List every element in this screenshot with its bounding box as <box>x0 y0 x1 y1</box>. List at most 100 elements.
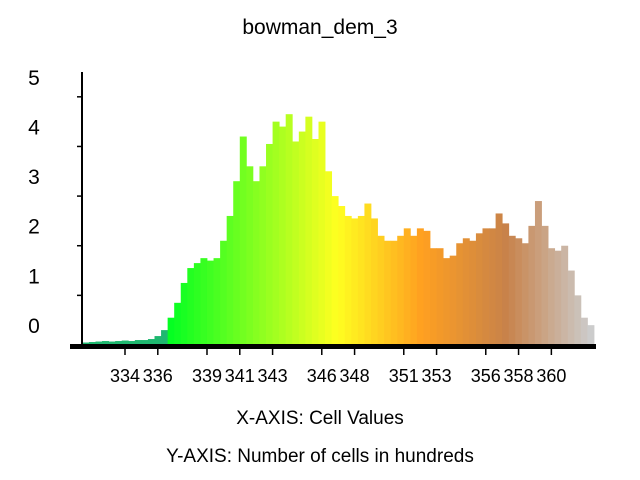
histogram-bar <box>561 245 569 345</box>
histogram-bar <box>285 114 293 345</box>
histogram-bar <box>403 228 411 345</box>
histogram-bar <box>449 255 457 345</box>
histogram-bar <box>508 235 516 345</box>
histogram-bar <box>102 341 109 345</box>
histogram-bar <box>82 342 90 345</box>
histogram-bar <box>108 341 116 345</box>
histogram-bar <box>252 181 260 345</box>
histogram-bar <box>134 340 142 345</box>
histogram-bar <box>259 166 267 345</box>
histogram-bar <box>462 238 470 345</box>
histogram-bar <box>344 215 352 345</box>
x-tick-label: 346 <box>307 366 337 386</box>
chart-title: bowman_dem_3 <box>242 16 397 39</box>
histogram-bar <box>338 206 346 345</box>
x-tick-label: 339 <box>192 366 222 386</box>
histogram-bar <box>469 240 477 345</box>
histogram-bar <box>357 215 365 345</box>
histogram-bar <box>410 235 418 345</box>
histogram-bar <box>351 218 359 345</box>
y-tick-label: 4 <box>28 116 40 139</box>
x-axis-band <box>70 344 596 349</box>
histogram-bar <box>377 235 385 345</box>
histogram-bar <box>580 317 588 345</box>
histogram-bar <box>88 342 96 345</box>
y-tick-label: 5 <box>28 67 40 90</box>
x-tick-label: 341 <box>225 366 255 386</box>
histogram-bar <box>397 235 405 345</box>
x-tick-label: 334 <box>110 366 140 386</box>
histogram-bar <box>206 260 214 345</box>
histogram-bar <box>279 126 287 345</box>
x-tick-label: 353 <box>422 366 452 386</box>
x-tick-label: 356 <box>471 366 501 386</box>
y-tick-label: 1 <box>28 265 40 288</box>
histogram-bar <box>482 228 490 345</box>
y-tick-label: 3 <box>28 166 40 189</box>
histogram-bar <box>436 248 444 345</box>
histogram-bar <box>567 270 575 345</box>
bars-group <box>82 114 595 345</box>
histogram-bar <box>180 282 188 345</box>
histogram-bar <box>318 121 326 345</box>
histogram-bar <box>193 263 201 345</box>
histogram-bar <box>220 240 228 345</box>
histogram-bar <box>587 325 595 345</box>
x-axis-label: X-AXIS: Cell Values <box>236 408 404 429</box>
histogram-bar <box>430 248 437 345</box>
histogram-bar <box>266 143 273 345</box>
histogram-bar <box>502 223 510 345</box>
histogram-bar <box>370 218 378 345</box>
histogram-bar <box>226 215 234 345</box>
histogram-bar <box>115 341 123 345</box>
histogram-bar <box>200 258 208 345</box>
y-tick-label: 0 <box>28 315 40 338</box>
x-tick-label: 358 <box>504 366 534 386</box>
histogram-bar <box>456 243 464 345</box>
histogram-bar <box>305 116 313 345</box>
histogram-bar <box>548 248 556 345</box>
x-tick-label: 351 <box>389 366 419 386</box>
histogram-bar <box>475 233 483 345</box>
histogram-bar <box>128 341 136 345</box>
histogram-bar <box>423 230 431 345</box>
histogram-bar <box>528 225 536 345</box>
histogram-bar <box>311 139 319 345</box>
histogram-bar <box>167 317 175 345</box>
histogram-bar <box>521 243 529 345</box>
histogram-bar <box>390 240 398 345</box>
histogram-bar <box>292 141 300 345</box>
histogram-bar <box>364 203 372 345</box>
histogram-bar <box>213 258 221 345</box>
y-ticks-group: 0 1 2 3 4 5 <box>28 67 82 346</box>
histogram-bar <box>154 336 162 345</box>
histogram-bar <box>534 201 542 345</box>
histogram-bar <box>121 340 129 345</box>
axes-group <box>70 72 596 349</box>
histogram-bar <box>554 250 562 345</box>
y-tick-label: 2 <box>28 216 40 239</box>
histogram-bar <box>541 225 549 345</box>
histogram-bar <box>161 330 169 345</box>
histogram-bar <box>416 228 424 345</box>
histogram-bar <box>233 181 241 345</box>
x-tick-label: 348 <box>340 366 370 386</box>
histogram-bar <box>174 302 182 345</box>
histogram-bar <box>495 213 503 345</box>
histogram-bar <box>141 340 149 345</box>
x-tick-label: 343 <box>258 366 288 386</box>
histogram-bar <box>443 258 451 345</box>
histogram-bar <box>298 131 306 345</box>
histogram-bar <box>515 238 523 345</box>
histogram-bar <box>246 166 254 345</box>
x-ticks-group: 334 336 339 341 343 346 348 351 353 356 358 360 <box>110 349 566 386</box>
histogram-bar <box>147 339 155 345</box>
histogram-bar <box>272 121 280 345</box>
histogram-bar <box>95 341 103 345</box>
histogram-bar <box>239 136 247 345</box>
y-axis-label: Y-AXIS: Number of cells in hundreds <box>166 446 474 467</box>
histogram-bar <box>187 268 195 345</box>
histogram-bar <box>331 196 339 345</box>
histogram-bar <box>574 295 582 345</box>
